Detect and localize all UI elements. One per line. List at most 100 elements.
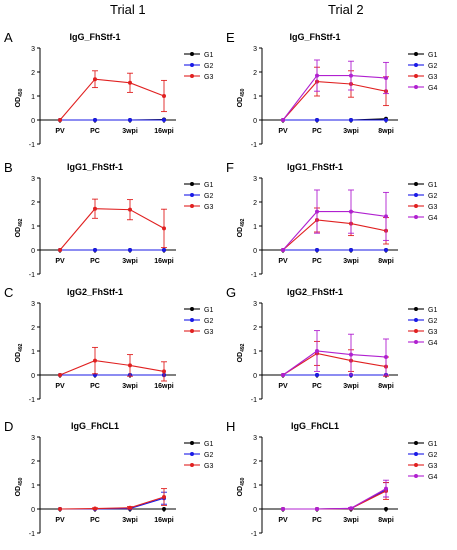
legend-marker	[414, 329, 418, 333]
series-g2	[58, 373, 166, 377]
panel-c: C IgG2_FhStf-1 -1 0 1 2 3 OD492 PV PC 3wpi 16wpi G1 G…	[4, 285, 213, 404]
y-tick-label: 0	[253, 248, 257, 255]
y-tick-label: -1	[29, 397, 35, 404]
data-point	[162, 248, 166, 252]
legend-label: G3	[204, 329, 213, 336]
y-axis-label: OD492	[15, 218, 24, 237]
x-tick-label: 3wpi	[122, 383, 138, 390]
legend-label: G2	[428, 318, 437, 325]
legend-label: G1	[428, 307, 437, 314]
legend-label: G2	[204, 193, 213, 200]
series-line	[283, 489, 387, 510]
series-line	[59, 496, 165, 510]
data-point	[93, 206, 97, 211]
y-tick-label: 2	[253, 325, 257, 332]
chart-title: IgG2_FhStf-1	[67, 287, 123, 297]
y-tick-label: 2	[253, 459, 257, 466]
y-tick-label: 2	[31, 70, 35, 77]
data-point	[384, 248, 388, 252]
y-tick-label: 0	[253, 118, 257, 125]
series-g4	[281, 330, 389, 377]
data-point	[315, 209, 319, 214]
y-tick-label: 0	[253, 507, 257, 514]
y-tick-label: 0	[31, 507, 35, 514]
data-point	[93, 248, 97, 252]
y-tick-label: 0	[31, 118, 35, 125]
x-tick-label: PC	[312, 128, 322, 135]
series-g1	[281, 116, 388, 122]
legend-label: G1	[428, 441, 437, 448]
series-line	[282, 350, 387, 376]
legend-marker	[414, 340, 418, 344]
x-tick-label: 3wpi	[343, 258, 359, 265]
x-tick-label: PC	[90, 517, 100, 524]
legend-label: G4	[428, 215, 437, 222]
legend-label: G1	[204, 441, 213, 448]
data-point	[315, 73, 319, 78]
x-tick-label: 3wpi	[343, 383, 359, 390]
data-point	[128, 248, 132, 252]
legend-marker	[414, 307, 418, 311]
data-point	[349, 118, 353, 122]
data-point	[58, 248, 62, 252]
panel-letter: A	[4, 30, 13, 45]
x-tick-label: 3wpi	[343, 517, 359, 524]
y-tick-label: 1	[253, 483, 257, 490]
chart-title: IgG2_FhStf-1	[287, 287, 343, 297]
series-g4	[281, 189, 389, 252]
legend-label: G2	[204, 452, 213, 459]
data-point	[315, 118, 319, 122]
legend-marker	[190, 329, 194, 333]
data-point	[281, 248, 285, 252]
y-tick-label: -1	[251, 531, 257, 538]
trial-1-title: Trial 1	[110, 2, 146, 17]
legend-marker	[190, 452, 194, 456]
x-tick-label: 3wpi	[122, 517, 138, 524]
y-tick-label: 1	[31, 224, 35, 231]
legend-marker	[414, 452, 418, 456]
y-tick-label: 0	[31, 373, 35, 380]
panel-letter: D	[4, 419, 13, 434]
x-tick-label: PC	[90, 383, 100, 390]
legend-label: G3	[428, 329, 437, 336]
panel-letter: E	[226, 30, 235, 45]
legend-label: G1	[204, 52, 213, 59]
data-point	[128, 207, 132, 212]
x-tick-label: PC	[312, 517, 322, 524]
legend-marker	[414, 193, 418, 197]
y-tick-label: 2	[31, 200, 35, 207]
legend-marker	[190, 52, 194, 56]
data-point	[384, 507, 388, 511]
y-tick-label: 3	[253, 176, 257, 183]
x-tick-label: 3wpi	[343, 128, 359, 135]
panel-letter: H	[226, 419, 235, 434]
x-tick-label: 3wpi	[122, 258, 138, 265]
data-point	[281, 507, 285, 511]
legend-marker	[414, 204, 418, 208]
data-point	[162, 94, 166, 98]
chart-title: IgG1_FhStf-1	[67, 162, 123, 172]
x-tick-label: PV	[278, 258, 288, 265]
y-tick-label: -1	[29, 142, 35, 149]
y-tick-label: 3	[253, 435, 257, 442]
x-tick-label: 8wpi	[378, 128, 394, 135]
legend-marker	[414, 474, 418, 478]
legend-label: G3	[204, 204, 213, 211]
y-tick-label: 3	[31, 176, 35, 183]
series-line	[59, 78, 165, 121]
legend-marker	[190, 441, 194, 445]
x-tick-label: PC	[312, 258, 322, 265]
y-axis-label: OD450	[237, 477, 246, 496]
y-tick-label: 0	[253, 373, 257, 380]
y-axis-label: OD492	[237, 343, 246, 362]
series-g3	[58, 198, 167, 252]
y-axis-label: OD492	[15, 343, 24, 362]
data-point	[349, 506, 353, 511]
data-point	[162, 495, 166, 499]
legend-label: G2	[428, 193, 437, 200]
legend-label: G3	[428, 204, 437, 211]
y-tick-label: 3	[253, 46, 257, 53]
y-tick-label: 1	[31, 349, 35, 356]
data-point	[349, 248, 353, 252]
